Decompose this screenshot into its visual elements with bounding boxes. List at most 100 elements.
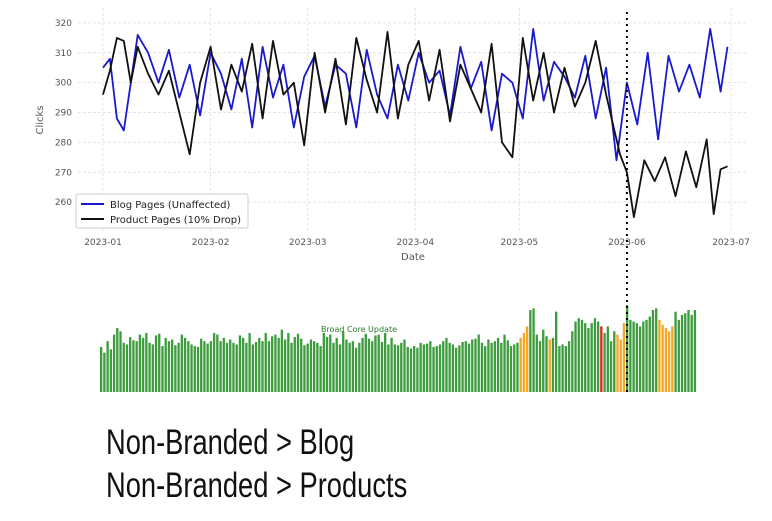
- bar: [145, 332, 148, 392]
- bar: [174, 345, 177, 392]
- bar: [187, 341, 190, 392]
- bar: [132, 340, 135, 392]
- bar: [629, 319, 632, 392]
- bar: [354, 347, 358, 392]
- bar: [303, 345, 306, 392]
- bar: [596, 321, 600, 392]
- bar: [351, 341, 355, 392]
- x-axis-label: Date: [401, 252, 425, 263]
- bar: [593, 318, 597, 392]
- series-line-product: [102, 31, 728, 218]
- caption-blog: Non-Branded > Blog: [106, 423, 355, 462]
- bar: [374, 335, 377, 392]
- bar: [342, 331, 345, 392]
- bar: [542, 329, 545, 392]
- bar: [312, 341, 316, 392]
- bar: [445, 337, 448, 392]
- bar: [680, 314, 684, 392]
- bar: [609, 341, 613, 392]
- bar: [574, 321, 577, 392]
- bar: [196, 346, 200, 392]
- bar: [387, 344, 390, 392]
- bar: [419, 342, 422, 392]
- bar: [138, 334, 142, 392]
- bar: [658, 319, 661, 392]
- bar: [293, 337, 296, 392]
- bar: [254, 341, 258, 392]
- bar: [503, 334, 506, 392]
- bar: [274, 334, 277, 392]
- bar: [319, 346, 322, 392]
- bar: [251, 344, 254, 392]
- bar: [661, 324, 664, 392]
- bar: [671, 326, 674, 392]
- bar: [235, 344, 238, 392]
- bar: [261, 341, 264, 392]
- bar: [338, 344, 342, 392]
- bar: [219, 341, 222, 392]
- bar: [348, 342, 351, 392]
- bar: [551, 337, 555, 392]
- bar: [264, 332, 267, 392]
- bar: [448, 342, 451, 392]
- bar: [119, 331, 122, 392]
- series-line-blog: [102, 28, 729, 162]
- bar: [280, 329, 284, 392]
- bar: [471, 339, 474, 392]
- bar: [425, 343, 429, 392]
- bar: [377, 334, 380, 392]
- bar: [561, 344, 564, 392]
- bar: [464, 341, 467, 392]
- bar: [413, 346, 416, 392]
- bar: [300, 338, 303, 392]
- bar: [216, 334, 219, 392]
- bar: [122, 342, 125, 392]
- bar: [290, 342, 293, 392]
- bar-chart-annotation: Broad Core Update: [321, 325, 397, 334]
- bar: [232, 342, 235, 392]
- bar: [129, 337, 132, 392]
- bar: [509, 346, 513, 392]
- bar: [690, 314, 693, 392]
- bar: [106, 341, 109, 392]
- bar: [545, 336, 548, 392]
- bar: [322, 332, 325, 392]
- bar: [241, 337, 245, 392]
- bar: [116, 328, 119, 392]
- bar: [332, 342, 335, 392]
- bar: [493, 341, 497, 392]
- y-tick-label: 310: [55, 49, 72, 59]
- bar-series: [100, 305, 697, 392]
- bar: [180, 334, 183, 392]
- bar: [158, 333, 161, 392]
- bar: [525, 326, 529, 392]
- bar: [577, 318, 580, 392]
- bar: [154, 335, 158, 392]
- bar: [474, 338, 477, 392]
- bar: [335, 337, 338, 392]
- bar: [687, 310, 690, 392]
- x-tick-label: 2023-04: [396, 238, 434, 248]
- bar: [309, 339, 313, 392]
- bar: [684, 313, 687, 392]
- bar: [516, 342, 519, 392]
- bar: [406, 346, 409, 392]
- bar: [677, 319, 680, 392]
- bar: [103, 352, 106, 392]
- bar: [271, 336, 274, 392]
- bar: [435, 346, 438, 392]
- bar: [480, 342, 484, 392]
- bar: [200, 338, 203, 392]
- bar: [613, 331, 616, 392]
- bar: [296, 333, 300, 392]
- bar: [422, 344, 426, 392]
- bar: [429, 341, 432, 392]
- bar: [519, 337, 522, 392]
- bar: [648, 316, 651, 392]
- bar: [571, 331, 574, 392]
- bar: [193, 346, 196, 392]
- bar: [383, 332, 387, 392]
- caption-products: Non-Branded > Products: [106, 466, 408, 505]
- bar: [164, 337, 167, 392]
- bar: [538, 341, 542, 392]
